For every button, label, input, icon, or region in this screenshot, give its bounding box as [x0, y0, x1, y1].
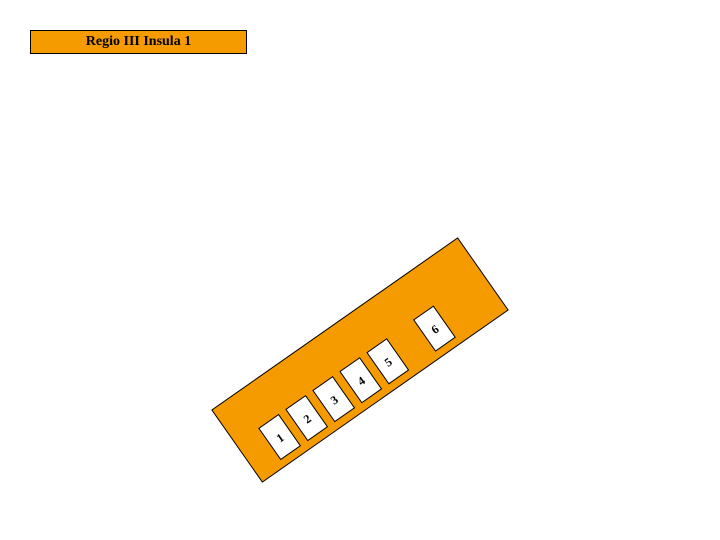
insula-diagram: 123456	[0, 0, 720, 540]
insula-block: 123456	[212, 238, 508, 482]
